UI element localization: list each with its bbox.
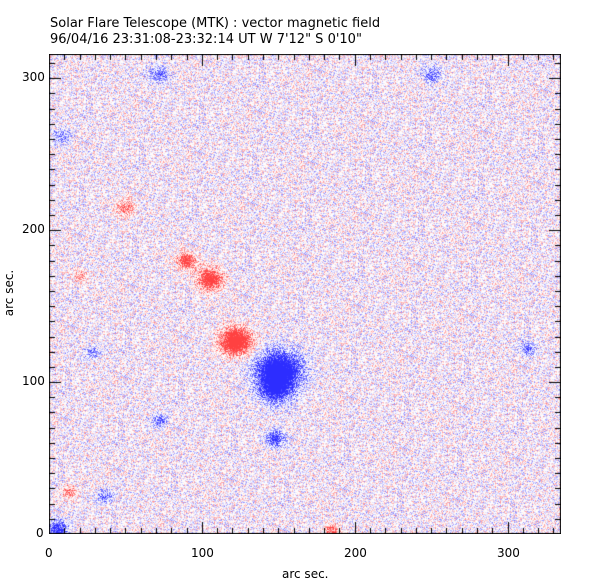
y-tick-label: 100 bbox=[22, 374, 45, 388]
x-tick-label: 300 bbox=[497, 546, 520, 560]
x-tick-label: 100 bbox=[191, 546, 214, 560]
y-tick-label: 200 bbox=[22, 222, 45, 236]
y-tick-label: 300 bbox=[22, 70, 45, 84]
y-axis-label: arc sec. bbox=[2, 269, 17, 317]
x-tick-label: 0 bbox=[45, 546, 53, 560]
chart-title: Solar Flare Telescope (MTK) : vector mag… bbox=[50, 16, 381, 31]
x-tick-label: 200 bbox=[344, 546, 367, 560]
x-axis-label: arc sec. bbox=[282, 567, 329, 581]
y-tick-label: 0 bbox=[36, 526, 44, 540]
chart-subtitle: 96/04/16 23:31:08-23:32:14 UT W 7'12" S … bbox=[50, 32, 362, 47]
magnetogram-image bbox=[49, 54, 561, 534]
